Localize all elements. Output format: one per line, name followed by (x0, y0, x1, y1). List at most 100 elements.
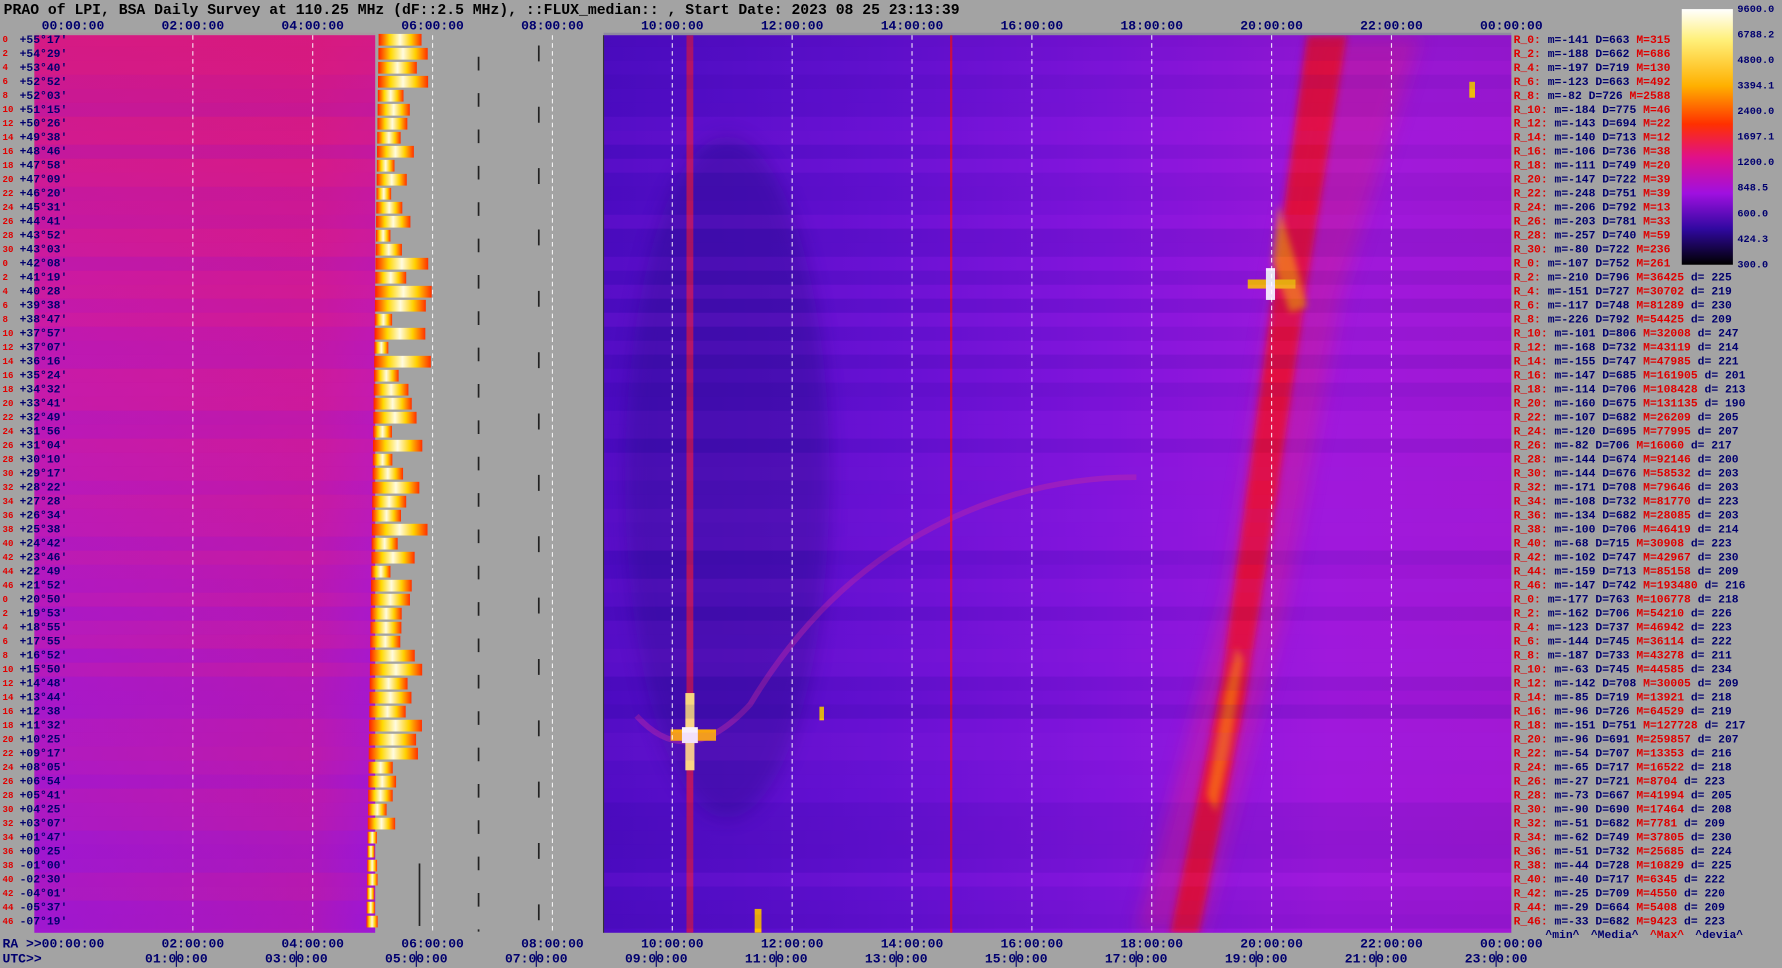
stats-legend-item: ^Media^ (1591, 930, 1639, 942)
stats-row: R_40: m=-40 D=717 M=6345 d= 222 (1514, 875, 1726, 887)
stats-row: R_28: m=-257 D=740 M=59 (1514, 231, 1671, 243)
stats-md: m=-160 D=675 (1555, 399, 1637, 411)
stats-m: M=13 (1643, 203, 1670, 215)
stats-m: M=131135 (1643, 399, 1698, 411)
stats-id: R_10: (1514, 665, 1548, 677)
row-band (603, 186, 1512, 201)
declination: +47°09' (20, 175, 68, 187)
stats-m: M=17464 (1636, 805, 1684, 817)
stats-row: R_8: m=-82 D=726 M=2588 (1514, 91, 1671, 103)
stats-m: M=59 (1643, 231, 1670, 243)
stats-md: m=-171 D=708 (1555, 483, 1637, 495)
row-band (34, 760, 376, 775)
stats-d: d= 222 (1691, 637, 1732, 649)
row-band (603, 214, 1512, 229)
row-band (34, 368, 376, 383)
row-number: 2 (3, 272, 8, 283)
stats-d: d= 218 (1698, 595, 1739, 607)
row-band (603, 466, 1512, 481)
stats-md: m=-120 D=695 (1555, 427, 1637, 439)
row-band (603, 900, 1512, 915)
stats-md: m=-155 D=747 (1555, 357, 1637, 369)
row-band (603, 830, 1512, 845)
stats-m: M=9423 (1636, 917, 1677, 929)
row-band (34, 200, 376, 215)
stats-row: R_16: m=-96 D=726 M=64529 d= 219 (1514, 707, 1732, 719)
transit-stripe (368, 733, 417, 746)
colorbar-label: 2400.0 (1737, 106, 1774, 118)
row-band (603, 354, 1512, 369)
row-band (34, 298, 376, 313)
declination: +35°24' (20, 371, 68, 383)
colorbar-label: 9600.0 (1737, 4, 1774, 16)
top-time-label: 04:00:00 (281, 19, 344, 34)
stats-md: m=-188 D=662 (1548, 49, 1630, 61)
declination: +32°49' (20, 413, 68, 425)
transit-stripe (370, 635, 401, 648)
declination: +18°55' (20, 623, 68, 635)
row-band (34, 256, 376, 271)
row-band (34, 732, 376, 747)
row-number: 26 (3, 440, 14, 451)
stats-row: R_12: m=-142 D=708 M=30005 d= 209 (1514, 679, 1739, 691)
stats-row: R_12: m=-168 D=732 M=43119 d= 214 (1514, 343, 1739, 355)
stats-md: m=-111 D=749 (1555, 161, 1637, 173)
row-number: 40 (3, 538, 14, 549)
row-band (34, 900, 376, 915)
declination: +11°32' (20, 721, 68, 733)
row-number: 46 (3, 580, 14, 591)
transit-stripe (377, 131, 401, 144)
row-number: 24 (3, 426, 14, 437)
row-number: 12 (3, 118, 14, 129)
stats-md: m=-144 D=676 (1555, 469, 1637, 481)
row-number: 4 (3, 622, 9, 633)
row-band (34, 46, 376, 61)
title: PRAO of LPI, BSA Daily Survey at 110.25 … (4, 3, 960, 19)
transit-stripe (376, 173, 407, 186)
stats-d: d= 207 (1698, 735, 1739, 747)
top-time-label: 02:00:00 (162, 19, 225, 34)
stats-id: R_30: (1514, 245, 1548, 257)
row-band (603, 564, 1512, 579)
transit-stripe (373, 411, 417, 424)
row-number: 26 (3, 216, 14, 227)
burst (754, 908, 762, 933)
ra-label: 00:00:00 (1480, 937, 1543, 952)
declination: +34°32' (20, 385, 68, 397)
row-band (34, 88, 376, 103)
declination: +38°47' (20, 315, 68, 327)
stats-m: M=5408 (1636, 903, 1677, 915)
ra-label: 02:00:00 (162, 937, 225, 952)
stats-row: R_30: m=-80 D=722 M=236 (1514, 245, 1671, 257)
stats-row: R_16: m=-147 D=685 M=161905 d= 201 (1514, 371, 1746, 383)
stats-m: M=28085 (1643, 511, 1691, 523)
stats-d: d= 205 (1691, 791, 1732, 803)
row-band (603, 676, 1512, 691)
stats-md: m=-177 D=763 (1548, 595, 1630, 607)
row-band (603, 536, 1512, 551)
stats-legend: ^min^ ^Media^ ^Max^ ^devia^ (1545, 930, 1743, 942)
stats-d: d= 223 (1691, 539, 1732, 551)
row-number: 36 (3, 510, 14, 521)
ra-label: 12:00:00 (761, 937, 824, 952)
row-band (603, 340, 1512, 355)
stats-id: R_40: (1514, 875, 1548, 887)
stats-md: m=-107 D=682 (1555, 413, 1637, 425)
stats-row: R_22: m=-54 D=707 M=13353 d= 216 (1514, 749, 1732, 761)
stats-d: d= 225 (1691, 861, 1732, 873)
row-number: 46 (3, 916, 14, 927)
transit-stripe (376, 187, 392, 200)
row-number: 20 (3, 398, 14, 409)
stats-md: m=-140 D=713 (1555, 133, 1637, 145)
stats-d: d= 209 (1684, 903, 1725, 915)
stats-row: R_18: m=-114 D=706 M=108428 d= 213 (1514, 385, 1746, 397)
stats-row: R_14: m=-155 D=747 M=47985 d= 221 (1514, 357, 1739, 369)
row-number: 2 (3, 608, 8, 619)
heatmap (34, 32, 1512, 933)
row-band (34, 354, 376, 369)
transit-stripe (367, 845, 375, 858)
stats-d: d= 223 (1684, 777, 1725, 789)
stats-m: M=81770 (1643, 497, 1691, 509)
row-band (34, 60, 376, 75)
stats-m: M=92146 (1643, 455, 1691, 467)
